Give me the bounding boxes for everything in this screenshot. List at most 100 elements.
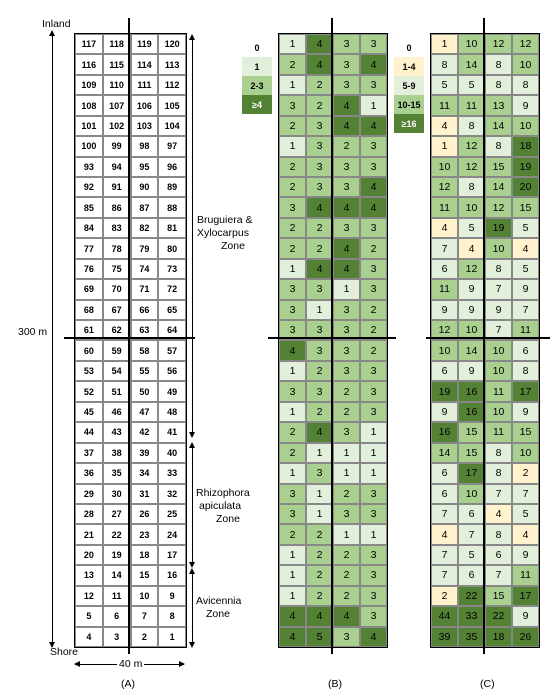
plot-number-cell: 79 bbox=[130, 238, 159, 259]
density-cell-c: 11 bbox=[485, 381, 512, 402]
density-cell-b: 2 bbox=[279, 217, 306, 239]
density-cell-c: 20 bbox=[512, 177, 539, 198]
density-cell-b: 3 bbox=[306, 463, 333, 484]
density-cell-c: 12 bbox=[458, 156, 485, 178]
plot-number-cell: 59 bbox=[102, 340, 131, 361]
plot-number-cell: 84 bbox=[75, 217, 103, 239]
density-cell-c: 9 bbox=[512, 606, 539, 627]
plot-number-cell: 6 bbox=[102, 606, 131, 627]
density-cell-b: 4 bbox=[279, 340, 306, 361]
density-cell-b: 3 bbox=[333, 360, 360, 382]
plot-number-cell: 114 bbox=[130, 54, 159, 75]
density-cell-b: 1 bbox=[333, 279, 360, 300]
density-cell-c: 10 bbox=[512, 115, 539, 137]
density-cell-c: 8 bbox=[485, 463, 512, 484]
plot-number-cell: 47 bbox=[130, 401, 159, 423]
plot-number-cell: 41 bbox=[158, 422, 186, 443]
density-cell-b: 1 bbox=[360, 463, 387, 484]
plot-number-cell: 78 bbox=[102, 238, 131, 259]
zone-label-line: Zone bbox=[216, 513, 240, 525]
density-cell-b: 3 bbox=[306, 156, 333, 178]
density-cell-b: 2 bbox=[306, 360, 333, 382]
density-cell-c: 9 bbox=[431, 401, 458, 423]
plot-number-cell: 14 bbox=[102, 565, 131, 586]
plot-number-cell: 87 bbox=[130, 197, 159, 218]
density-cell-b: 3 bbox=[306, 320, 333, 341]
density-cell-b: 3 bbox=[279, 95, 306, 116]
plot-number-cell: 82 bbox=[130, 217, 159, 239]
zone-bracket-avicennia bbox=[192, 570, 193, 646]
density-cell-b: 2 bbox=[306, 401, 333, 423]
density-cell-b: 3 bbox=[279, 279, 306, 300]
width-label: 40 m bbox=[117, 658, 145, 670]
density-cell-b: 5 bbox=[306, 626, 333, 647]
density-cell-c: 7 bbox=[485, 483, 512, 504]
plot-number-cell: 17 bbox=[158, 544, 186, 566]
density-cell-c: 15 bbox=[458, 442, 485, 464]
plot-number-cell: 61 bbox=[75, 320, 103, 341]
density-cell-c: 5 bbox=[458, 217, 485, 239]
plot-number-cell: 64 bbox=[158, 320, 186, 341]
density-cell-b: 2 bbox=[279, 156, 306, 178]
density-cell-b: 2 bbox=[333, 136, 360, 157]
density-cell-c: 12 bbox=[458, 136, 485, 157]
plot-number-cell: 58 bbox=[130, 340, 159, 361]
density-cell-b: 1 bbox=[279, 463, 306, 484]
plot-number-cell: 34 bbox=[130, 463, 159, 484]
density-cell-c: 15 bbox=[512, 422, 539, 443]
plot-number-cell: 63 bbox=[130, 320, 159, 341]
density-cell-c: 4 bbox=[512, 524, 539, 545]
density-cell-b: 1 bbox=[279, 74, 306, 96]
density-cell-b: 4 bbox=[333, 606, 360, 627]
zone-label-line: Xylocarpus bbox=[197, 227, 249, 239]
density-cell-b: 2 bbox=[333, 585, 360, 607]
plot-number-cell: 32 bbox=[158, 483, 186, 504]
zone-bracket-bruguiera bbox=[192, 36, 193, 436]
plot-number-cell: 69 bbox=[75, 279, 103, 300]
zone-avicennia-arrow-top bbox=[189, 568, 195, 574]
plot-number-cell: 43 bbox=[102, 422, 131, 443]
height-dimension-line bbox=[52, 32, 53, 646]
density-cell-c: 22 bbox=[458, 585, 485, 607]
density-cell-b: 4 bbox=[306, 606, 333, 627]
legend-b: 0 1 2-3 ≥4 bbox=[242, 38, 272, 114]
grid-a-center-line bbox=[128, 18, 130, 654]
plot-number-cell: 112 bbox=[158, 74, 186, 96]
plot-number-cell: 116 bbox=[75, 54, 103, 75]
density-cell-c: 15 bbox=[485, 156, 512, 178]
plot-number-cell: 70 bbox=[102, 279, 131, 300]
plot-number-cell: 52 bbox=[75, 381, 103, 402]
density-cell-c: 35 bbox=[458, 626, 485, 647]
density-cell-c: 16 bbox=[431, 422, 458, 443]
plot-number-cell: 8 bbox=[158, 606, 186, 627]
density-cell-b: 3 bbox=[360, 279, 387, 300]
density-cell-b: 2 bbox=[279, 238, 306, 259]
legend-c-item: 10-15 bbox=[394, 95, 424, 114]
plot-number-cell: 22 bbox=[102, 524, 131, 545]
density-cell-b: 2 bbox=[306, 524, 333, 545]
density-cell-b: 3 bbox=[360, 585, 387, 607]
density-cell-c: 11 bbox=[512, 565, 539, 586]
plot-number-cell: 106 bbox=[130, 95, 159, 116]
plot-number-cell: 65 bbox=[158, 299, 186, 321]
density-cell-c: 1 bbox=[431, 34, 458, 55]
density-cell-b: 3 bbox=[360, 34, 387, 55]
density-cell-c: 16 bbox=[458, 381, 485, 402]
density-cell-b: 2 bbox=[306, 74, 333, 96]
plot-number-cell: 31 bbox=[130, 483, 159, 504]
height-arrow-bottom bbox=[49, 642, 55, 648]
plot-number-cell: 12 bbox=[75, 585, 103, 607]
plot-number-cell: 28 bbox=[75, 503, 103, 525]
density-cell-c: 18 bbox=[485, 626, 512, 647]
density-cell-c: 7 bbox=[485, 320, 512, 341]
density-cell-b: 3 bbox=[333, 156, 360, 178]
density-cell-b: 3 bbox=[306, 115, 333, 137]
density-cell-b: 4 bbox=[279, 626, 306, 647]
density-cell-b: 3 bbox=[306, 136, 333, 157]
density-cell-c: 4 bbox=[512, 238, 539, 259]
plot-number-cell: 38 bbox=[102, 442, 131, 464]
plot-number-cell: 45 bbox=[75, 401, 103, 423]
density-cell-c: 8 bbox=[431, 54, 458, 75]
plot-number-cell: 35 bbox=[102, 463, 131, 484]
